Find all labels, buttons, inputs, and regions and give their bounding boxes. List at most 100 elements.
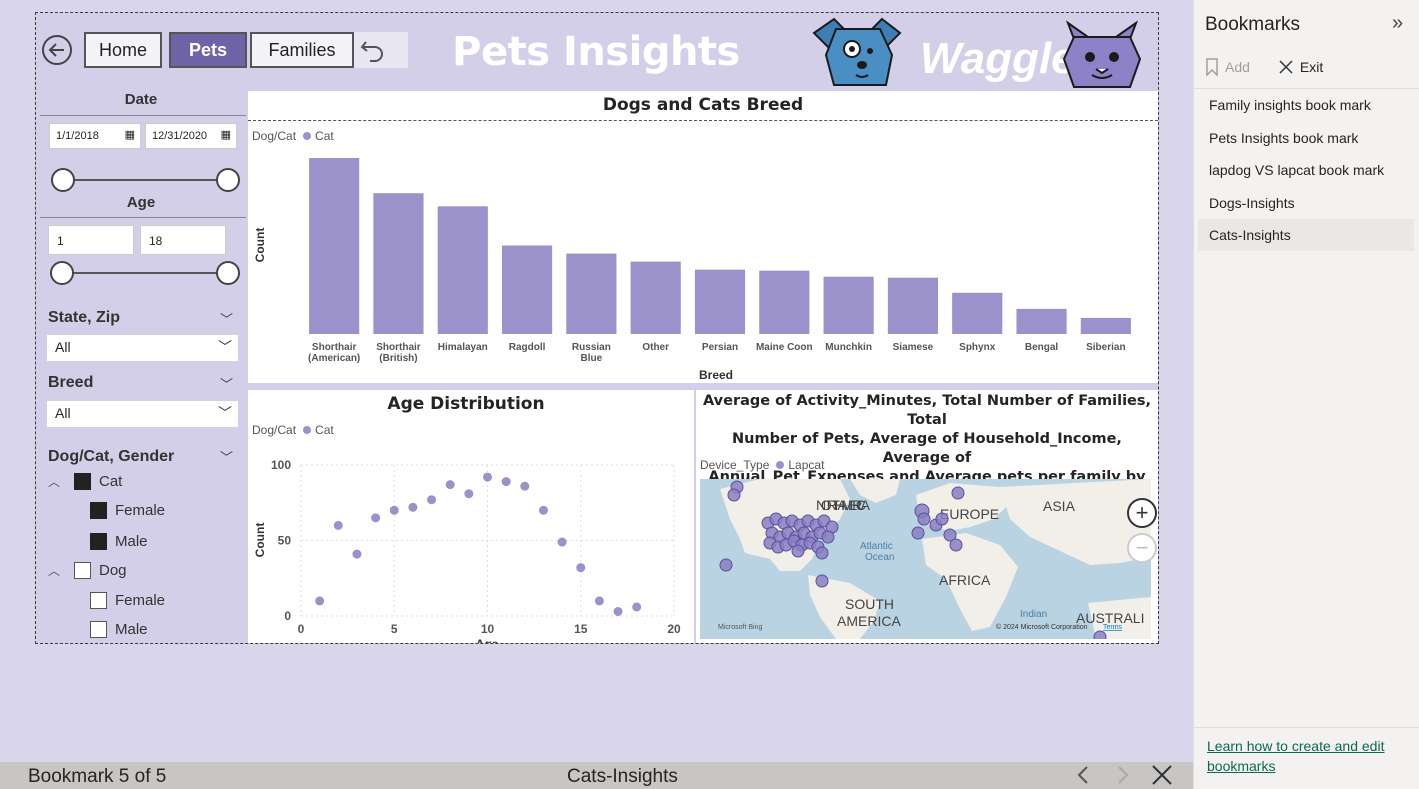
legend-item-lapcat[interactable]: Lapcat: [788, 458, 825, 472]
scatter-point[interactable]: [464, 489, 474, 499]
breed-dropdown[interactable]: All ﹀: [47, 401, 238, 427]
age-max-input[interactable]: 18: [140, 225, 226, 255]
bookmark-item[interactable]: lapdog VS lapcat book mark: [1209, 162, 1385, 178]
scatter-point[interactable]: [501, 477, 511, 487]
bookmark-item-selected[interactable]: Cats-Insights: [1198, 219, 1414, 251]
exit-bookmark-button[interactable]: Exit: [1278, 58, 1323, 76]
y-axis-title: Count: [253, 523, 267, 558]
date-slider-track[interactable]: [62, 179, 228, 181]
map-card[interactable]: Average of Activity_Minutes, Total Numbe…: [696, 390, 1158, 643]
bar[interactable]: [373, 193, 424, 334]
x-tick-label: Ragdoll: [509, 342, 546, 353]
bookmark-item[interactable]: Pets Insights book mark: [1209, 130, 1359, 146]
previous-bookmark-button[interactable]: [1074, 763, 1092, 789]
bar[interactable]: [887, 277, 939, 334]
legend-item-cat[interactable]: Cat: [315, 129, 334, 143]
date-end-input[interactable]: 12/31/2020 ▦: [145, 123, 237, 149]
scatter-point[interactable]: [483, 472, 492, 482]
collapse-pane-button[interactable]: »: [1392, 12, 1404, 34]
bar[interactable]: [823, 276, 874, 334]
map-data-points: [719, 480, 1107, 639]
age-chart-card[interactable]: Age Distribution Dog/Cat Cat 0 50 100 0 5 10 1…: [248, 390, 694, 643]
calendar-icon[interactable]: ▦: [124, 129, 135, 141]
age-slider-min-handle[interactable]: [50, 261, 74, 285]
x-tick-label: Munchkin: [825, 342, 872, 353]
pets-button[interactable]: Pets: [169, 32, 247, 68]
date-slider-start-handle[interactable]: [51, 168, 75, 192]
scatter-point[interactable]: [557, 537, 567, 547]
collapse-icon[interactable]: ︿: [48, 475, 61, 489]
bookmark-item[interactable]: Dogs-Insights: [1209, 195, 1295, 211]
scatter-point[interactable]: [389, 505, 399, 515]
y-tick-label: 100: [271, 458, 291, 472]
bar[interactable]: [1080, 317, 1131, 334]
bar[interactable]: [437, 206, 488, 334]
learn-bookmarks-link[interactable]: Learn how to create and edit bookmarks: [1207, 738, 1385, 774]
scatter-point[interactable]: [576, 563, 586, 573]
scatter-point[interactable]: [333, 520, 343, 530]
x-tick-label: 15: [574, 622, 588, 636]
scatter-point[interactable]: [427, 495, 437, 505]
bar[interactable]: [501, 245, 553, 334]
tree-item-dog[interactable]: ︿ Dog: [48, 562, 127, 579]
scatter-point[interactable]: [538, 505, 548, 515]
checkbox[interactable]: [74, 562, 91, 579]
collapse-icon[interactable]: ︿: [48, 564, 61, 578]
tree-item-dog-male[interactable]: Male: [90, 621, 148, 638]
date-start-input[interactable]: 1/1/2018 ▦: [49, 123, 141, 149]
scatter-point[interactable]: [594, 596, 604, 606]
bar[interactable]: [630, 261, 681, 334]
breed-chart-card[interactable]: Dogs and Cats Breed Dog/Cat Cat Shorthai…: [248, 91, 1158, 383]
back-button[interactable]: [42, 35, 72, 65]
checkbox[interactable]: [90, 533, 107, 550]
bar[interactable]: [694, 269, 746, 334]
arrow-left-icon: [48, 43, 64, 57]
age-slider-track[interactable]: [62, 272, 228, 274]
state-zip-title: State, Zip: [48, 309, 121, 326]
scatter-point[interactable]: [445, 480, 455, 490]
scatter-point[interactable]: [408, 502, 418, 512]
home-button[interactable]: Home: [84, 32, 162, 68]
chevron-down-icon[interactable]: ﹀: [220, 450, 234, 465]
tree-item-cat-female[interactable]: Female: [90, 502, 165, 519]
zoom-out-button[interactable]: −: [1127, 533, 1157, 563]
south-america-land: [808, 575, 880, 639]
bookmark-item[interactable]: Family insights book mark: [1209, 97, 1371, 113]
families-button[interactable]: Families: [250, 32, 354, 68]
x-tick-label: 0: [298, 622, 305, 636]
scatter-point[interactable]: [352, 549, 362, 559]
bar[interactable]: [759, 270, 810, 334]
checkbox[interactable]: [90, 592, 107, 609]
x-tick-label: Bengal: [1025, 342, 1059, 353]
checkbox[interactable]: [90, 502, 107, 519]
chevron-down-icon[interactable]: ﹀: [220, 312, 234, 327]
date-slider-end-handle[interactable]: [216, 168, 240, 192]
bar[interactable]: [952, 292, 1003, 334]
calendar-icon[interactable]: ▦: [220, 129, 231, 141]
legend-item-cat[interactable]: Cat: [315, 423, 334, 437]
bar[interactable]: [309, 158, 360, 334]
world-map[interactable]: NORTH AMERICA EUROPE ASIA AFRICA SOUTH A…: [700, 479, 1151, 639]
scatter-point[interactable]: [520, 481, 530, 491]
state-zip-dropdown[interactable]: All ﹀: [47, 335, 238, 361]
chevron-down-icon[interactable]: ﹀: [220, 377, 234, 392]
checkbox[interactable]: [90, 621, 107, 638]
tree-item-cat[interactable]: ︿ Cat: [48, 473, 122, 490]
add-bookmark-button[interactable]: Add: [1205, 58, 1250, 76]
scatter-point[interactable]: [371, 513, 381, 523]
age-min-input[interactable]: 1: [48, 225, 134, 255]
tree-item-cat-male[interactable]: Male: [90, 533, 148, 550]
scatter-point[interactable]: [632, 602, 642, 612]
scatter-point[interactable]: [315, 596, 325, 606]
bar[interactable]: [566, 253, 617, 334]
bar[interactable]: [1016, 308, 1067, 334]
close-bookmark-bar-button[interactable]: [1151, 763, 1173, 789]
undo-button[interactable]: [354, 32, 408, 68]
next-bookmark-button[interactable]: [1114, 763, 1132, 789]
zoom-in-button[interactable]: +: [1127, 498, 1157, 528]
tree-item-dog-female[interactable]: Female: [90, 592, 165, 609]
checkbox[interactable]: [74, 473, 91, 490]
scatter-point[interactable]: [613, 606, 623, 616]
age-slider-max-handle[interactable]: [216, 261, 240, 285]
asia-land: [1000, 479, 1151, 565]
